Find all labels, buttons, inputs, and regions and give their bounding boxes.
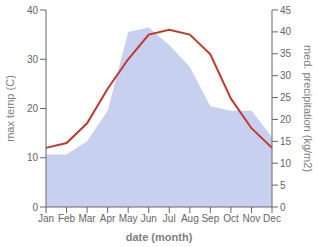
svg-text:20: 20 (27, 103, 39, 114)
svg-text:30: 30 (280, 70, 292, 81)
svg-text:Nov: Nov (243, 213, 261, 224)
svg-text:5: 5 (280, 180, 286, 191)
svg-text:40: 40 (27, 5, 39, 16)
svg-text:0: 0 (280, 202, 286, 213)
svg-text:45: 45 (280, 5, 292, 16)
svg-text:10: 10 (280, 158, 292, 169)
svg-text:Aug: Aug (181, 213, 199, 224)
svg-text:25: 25 (280, 92, 292, 103)
svg-text:date (month): date (month) (126, 231, 193, 243)
svg-text:15: 15 (280, 136, 292, 147)
svg-text:May: May (119, 213, 138, 224)
svg-text:max temp (C): max temp (C) (8, 75, 16, 142)
svg-text:Oct: Oct (223, 213, 239, 224)
svg-text:Apr: Apr (100, 213, 116, 224)
svg-text:Mar: Mar (78, 213, 96, 224)
svg-text:Jun: Jun (141, 213, 157, 224)
svg-text:40: 40 (280, 26, 292, 37)
svg-text:Sep: Sep (201, 213, 219, 224)
svg-text:0: 0 (32, 202, 38, 213)
svg-text:35: 35 (280, 48, 292, 59)
svg-text:Jul: Jul (163, 213, 176, 224)
svg-text:20: 20 (280, 114, 292, 125)
svg-text:10: 10 (27, 152, 39, 163)
svg-text:Dec: Dec (263, 213, 281, 224)
svg-text:Jan: Jan (38, 213, 54, 224)
svg-text:Feb: Feb (58, 213, 76, 224)
svg-text:med. precipitation (kg/m2): med. precipitation (kg/m2) (302, 45, 310, 172)
svg-text:30: 30 (27, 54, 39, 65)
